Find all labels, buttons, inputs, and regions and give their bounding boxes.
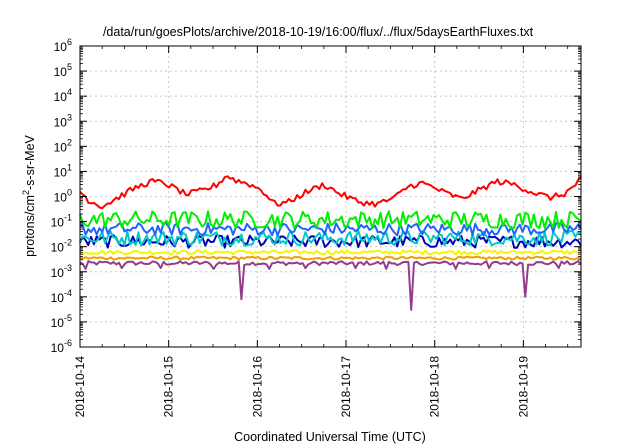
y-axis-title: protons/cm2-s-sr-MeV: [21, 134, 37, 256]
series-line-yellow: [79, 249, 582, 256]
y-tick-label: 105: [54, 62, 72, 79]
y-tick-label: 104: [54, 87, 72, 104]
y-tick-label: 10-6: [51, 338, 72, 355]
x-tick-label: 2018-10-19: [516, 356, 530, 418]
y-tick-label: 10-3: [51, 263, 72, 280]
axis-ticks: [79, 45, 581, 348]
y-tick-label: 10-1: [51, 213, 72, 230]
x-tick-label: 2018-10-15: [162, 356, 176, 418]
x-tick-label: 2018-10-17: [339, 356, 353, 418]
x-tick-label: 2018-10-14: [73, 356, 87, 418]
y-tick-label: 103: [54, 112, 72, 129]
x-tick-label: 2018-10-18: [428, 356, 442, 418]
series-line-orange: [79, 255, 582, 261]
y-tick-label: 10-4: [51, 288, 72, 305]
x-tick-label: 2018-10-16: [250, 356, 264, 418]
series-lines: [79, 175, 582, 311]
series-line-purple: [79, 260, 582, 311]
chart-title: /data/run/goesPlots/archive/2018-10-19/1…: [103, 25, 534, 39]
series-line-navy: [79, 234, 582, 249]
grid-lines: [80, 46, 581, 347]
y-tick-label: 102: [54, 137, 72, 154]
y-tick-label: 106: [54, 37, 72, 54]
series-line-green: [79, 210, 582, 230]
x-axis-title: Coordinated Universal Time (UTC): [234, 430, 426, 444]
y-tick-label: 10-2: [51, 238, 72, 255]
series-line-blue: [79, 222, 582, 237]
y-tick-label: 10-5: [51, 313, 72, 330]
x-tick-labels: 2018-10-14 2018-10-15 2018-10-16 2018-10-17…: [73, 356, 530, 418]
series-line-cyan: [79, 229, 582, 247]
y-tick-label: 101: [54, 162, 72, 179]
series-line-red: [79, 175, 582, 210]
y-tick-labels: 10-6 10-5 10-4 10-3 10-2 10-1 100 101 102 103 104 1…: [51, 37, 72, 355]
y-tick-label: 100: [54, 188, 72, 205]
